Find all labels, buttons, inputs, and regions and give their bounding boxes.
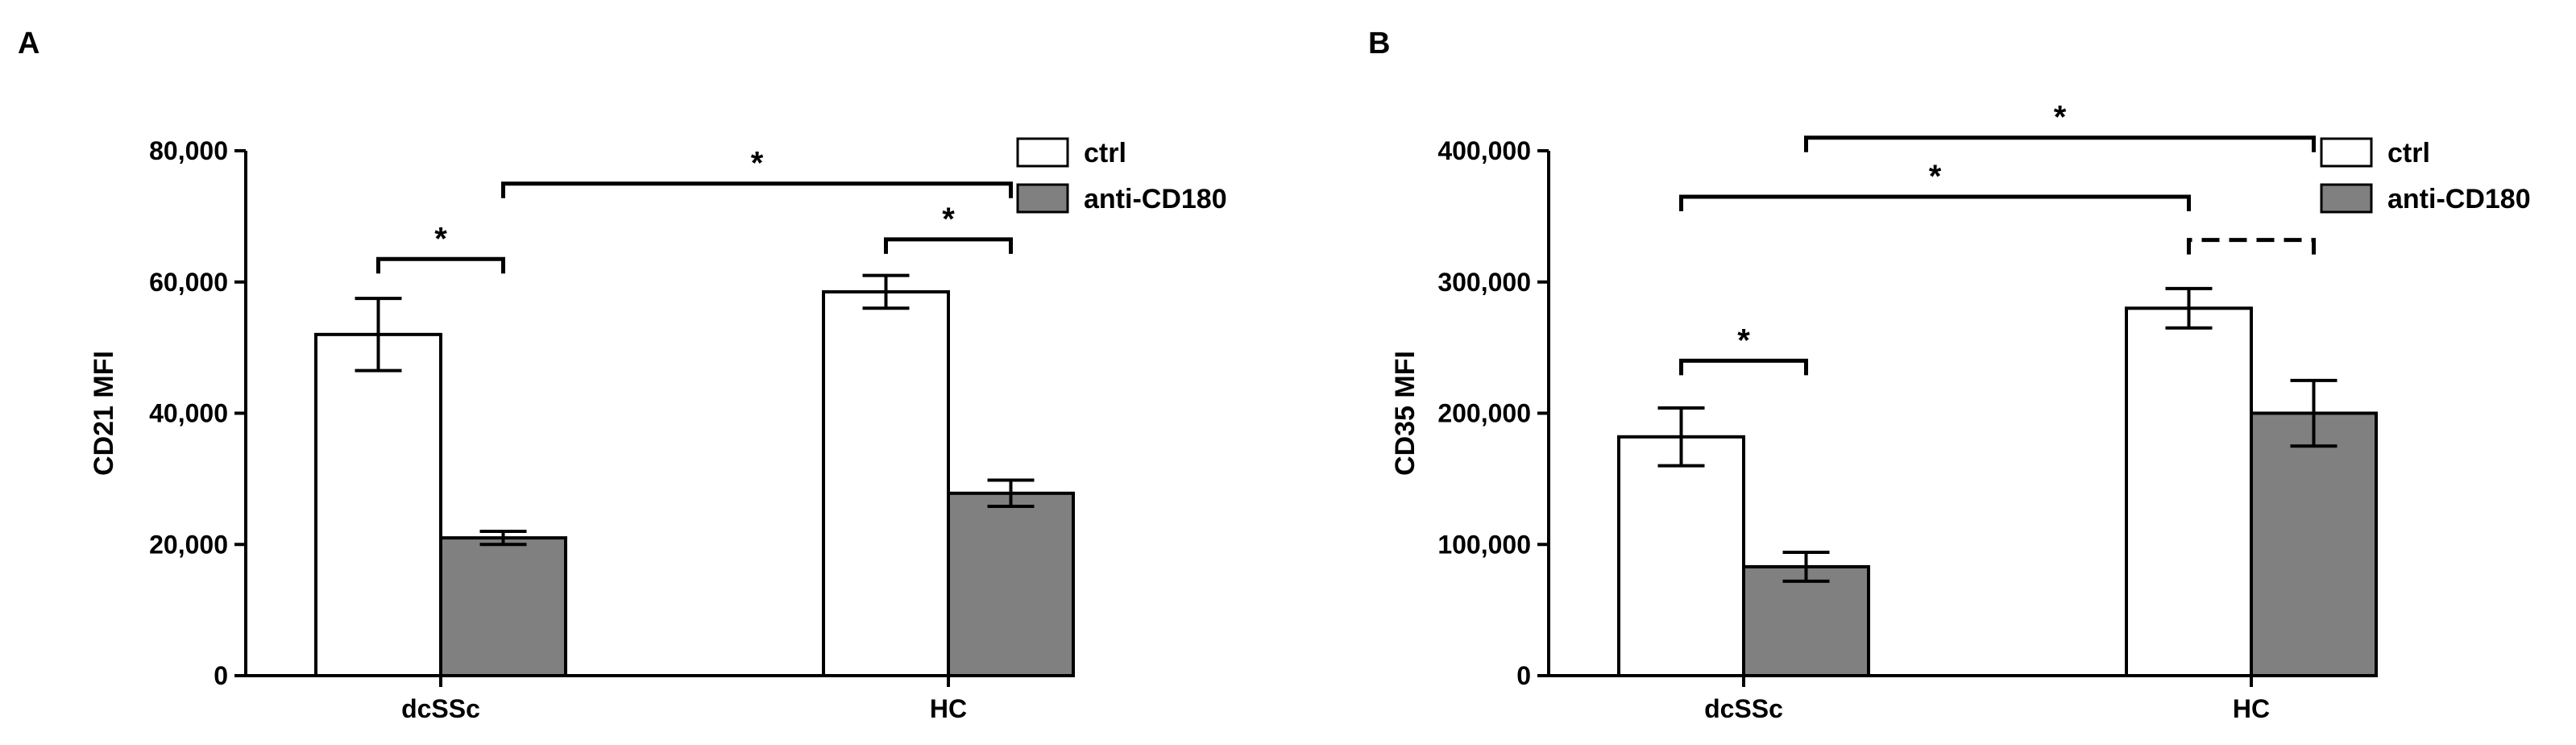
x-tick-label: HC: [930, 694, 967, 723]
y-tick-label: 400,000: [1437, 136, 1531, 165]
legend-b: ctrl anti-CD180: [2320, 137, 2531, 214]
legend-a: ctrl anti-CD180: [1016, 137, 1227, 214]
y-tick-label: 0: [1516, 661, 1531, 690]
legend-swatch-anti-cd180: [2320, 183, 2373, 214]
x-tick-label: dcSSc: [401, 694, 480, 723]
bar-hc-anti-cd180: [2250, 411, 2378, 677]
significance-marker: *: [434, 221, 447, 256]
significance-marker: *: [2054, 100, 2067, 135]
bar-hc-anti-cd180: [947, 491, 1075, 678]
y-tick-label: 80,000: [149, 136, 228, 165]
plot-area-b: 0 100,000 200,000 300,000 400,000 dcSSc HC * * *: [1437, 100, 2378, 723]
plot-area-a: 0 20,000 40,000 60,000 80,000 dcSSc HC * * *: [149, 136, 1075, 723]
legend-swatch-ctrl: [2320, 137, 2373, 168]
significance-bracket: [884, 237, 1013, 254]
legend-label-ctrl: ctrl: [1084, 138, 1126, 169]
significance-bracket: [1804, 135, 2316, 152]
legend-swatch-anti-cd180: [1016, 183, 1069, 214]
y-tick-label: 200,000: [1437, 399, 1531, 428]
y-tick-label: 0: [214, 661, 228, 690]
y-tick-label: 300,000: [1437, 268, 1531, 297]
bar-hc-ctrl: [822, 289, 950, 677]
significance-marker: *: [1929, 159, 1942, 194]
significance-bracket: [501, 181, 1013, 198]
y-tick-label: 20,000: [149, 530, 228, 559]
legend-label-ctrl: ctrl: [2387, 138, 2430, 169]
x-tick-label: dcSSc: [1704, 694, 1783, 723]
significance-bracket: [1679, 358, 1808, 376]
significance-bracket: [2187, 238, 2316, 255]
y-tick-label: 40,000: [149, 399, 228, 428]
y-axis-label: CD21 MFI: [89, 351, 119, 476]
y-tick-label: 60,000: [149, 268, 228, 297]
bar-dcssc-anti-cd180: [439, 536, 567, 677]
bar-dcssc-ctrl: [1617, 435, 1745, 677]
panel-b: B CD35 MFI 0 100,000 200,000 300,000 400,000…: [1368, 27, 2531, 723]
significance-marker: *: [751, 146, 764, 181]
panel-label: B: [1368, 27, 1390, 60]
panel-label: A: [18, 27, 39, 60]
bar-dcssc-ctrl: [314, 332, 442, 677]
y-tick-label: 100,000: [1437, 530, 1531, 559]
legend-label-anti-cd180: anti-CD180: [1084, 184, 1227, 214]
significance-bracket: [1679, 194, 2191, 211]
legend-label-anti-cd180: anti-CD180: [2387, 184, 2531, 214]
y-axis-label: CD35 MFI: [1390, 351, 1421, 476]
significance-marker: *: [942, 202, 955, 237]
panel-a: A CD21 MFI 0 20,000 40,000 60,000 80,000 dcSS…: [18, 27, 1227, 723]
significance-marker: *: [1737, 323, 1750, 358]
bar-dcssc-anti-cd180: [1742, 564, 1870, 677]
legend-swatch-ctrl: [1016, 137, 1069, 168]
significance-bracket: [376, 256, 505, 274]
bar-hc-ctrl: [2125, 306, 2253, 677]
x-tick-label: HC: [2233, 694, 2270, 723]
